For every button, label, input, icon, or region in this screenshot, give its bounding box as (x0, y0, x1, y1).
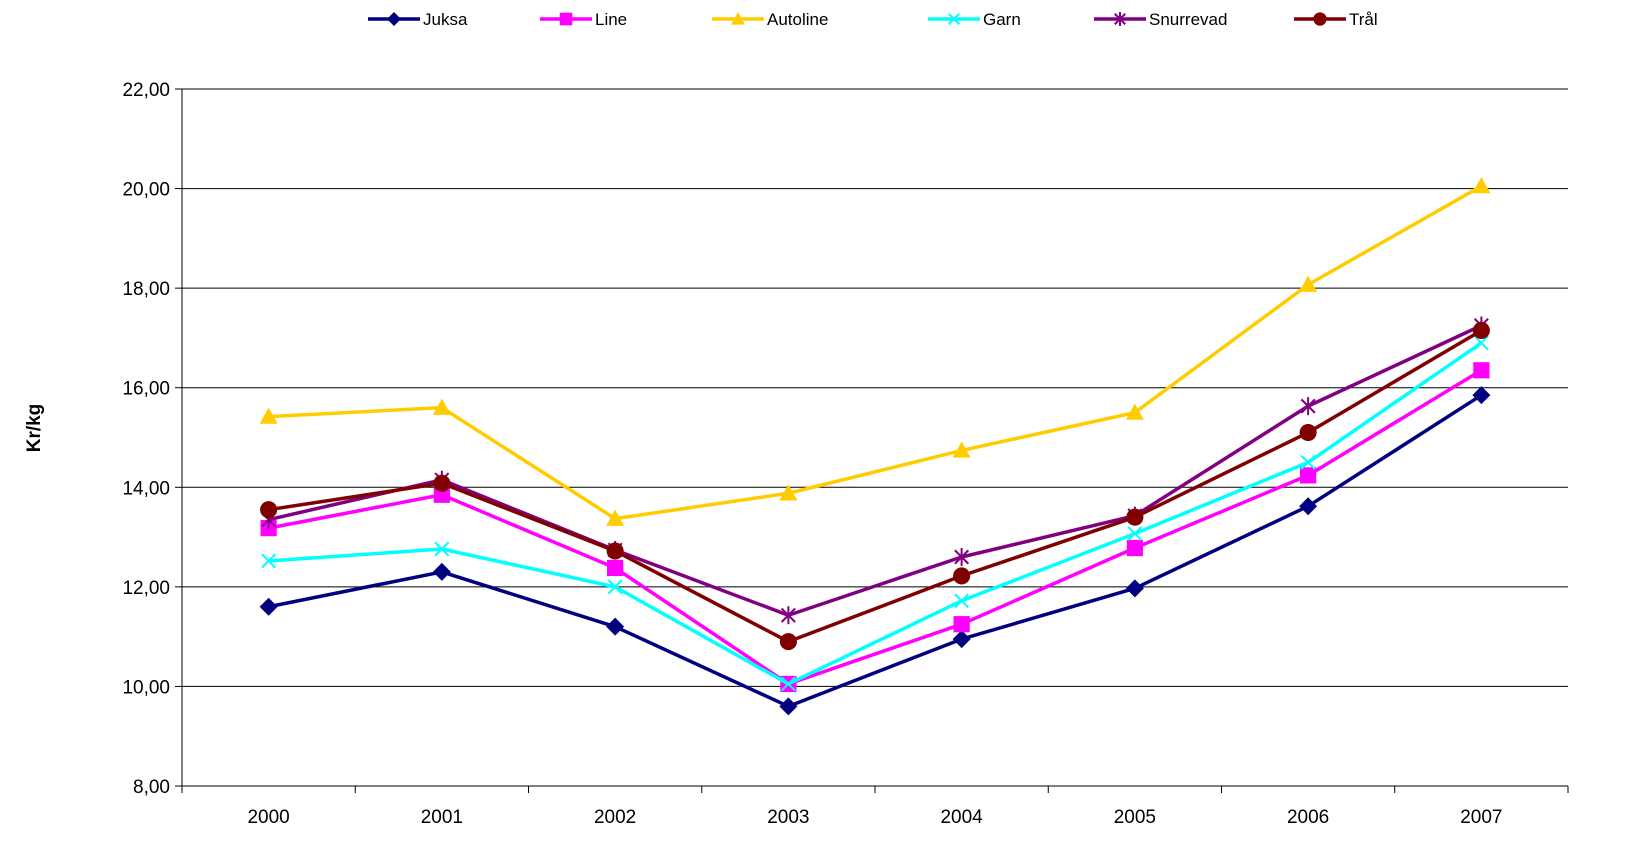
series-line (268, 328, 1483, 644)
y-tick-label: 8,00 (133, 777, 170, 798)
data-point (954, 593, 970, 609)
data-point (1472, 321, 1490, 340)
legend-label: Trål (1349, 10, 1378, 29)
data-point (1299, 497, 1318, 516)
x-tick-label: 2007 (1460, 807, 1502, 828)
series-line (268, 184, 1483, 521)
legend-marker (387, 12, 401, 26)
data-point (260, 501, 278, 519)
x-axis-ticks: 2000 2001 2002 2003 2004 2005 2006 2007 (181, 786, 1569, 828)
data-point (606, 542, 624, 560)
series-line (260, 362, 1490, 693)
data-point (954, 547, 970, 566)
series-garn (261, 335, 1489, 692)
y-tick-label: 12,00 (122, 578, 170, 599)
data-point (432, 398, 451, 415)
data-point (261, 553, 277, 569)
y-tick-label: 16,00 (122, 379, 170, 400)
legend-item: Autoline (712, 10, 828, 29)
legend-label: Line (595, 10, 627, 29)
x-tick-label: 2003 (767, 807, 809, 828)
series-group (259, 177, 1491, 716)
data-point (780, 676, 796, 692)
y-axis-label: Kr/kg (24, 404, 45, 453)
legend-label: Autoline (767, 10, 828, 29)
data-point (1299, 423, 1317, 442)
y-tick-label: 10,00 (122, 677, 170, 698)
legend-item: Snurrevad (1094, 10, 1227, 29)
data-point (433, 474, 451, 492)
data-point (779, 633, 797, 651)
data-point (1472, 177, 1491, 194)
data-point (1300, 397, 1316, 416)
data-point (1125, 579, 1144, 598)
data-point (607, 559, 624, 577)
gridlines (182, 88, 1568, 687)
data-point (1299, 275, 1318, 292)
data-point (952, 630, 971, 649)
x-tick-label: 2006 (1287, 807, 1329, 828)
series-line (268, 393, 1483, 709)
data-point (259, 597, 278, 616)
legend-marker (1114, 12, 1126, 26)
data-point (1126, 539, 1143, 557)
data-point (606, 509, 625, 526)
series-autoline (259, 177, 1491, 526)
data-point (780, 606, 796, 625)
legend-item: Line (540, 10, 627, 29)
data-point (259, 407, 278, 424)
legend-label: Snurrevad (1149, 10, 1227, 29)
data-point (1125, 403, 1144, 420)
series-juksa (259, 386, 1491, 716)
x-tick-label: 2005 (1114, 807, 1156, 828)
x-tick-label: 2000 (247, 807, 289, 828)
series-line (268, 323, 1483, 617)
data-point (1126, 508, 1144, 526)
legend-marker (1313, 12, 1327, 26)
data-point (952, 441, 971, 458)
axes (181, 89, 1568, 787)
data-point (1300, 467, 1317, 484)
data-point (607, 579, 623, 595)
y-tick-label: 14,00 (122, 478, 170, 499)
y-axis-ticks: 8,00 10,00 12,00 14,00 16,00 18,00 20,00 22,00 (122, 80, 182, 798)
legend-label: Juksa (423, 10, 468, 29)
series-line (268, 341, 1483, 686)
y-tick-label: 20,00 (122, 180, 170, 201)
data-point (1473, 335, 1489, 351)
y-tick-label: 18,00 (122, 279, 170, 300)
data-point (953, 567, 971, 585)
data-point (606, 617, 625, 636)
series-tr-l (260, 321, 1490, 651)
data-point (1473, 362, 1490, 379)
data-point (432, 562, 451, 581)
data-point (434, 541, 450, 557)
data-point (1127, 526, 1143, 542)
x-tick-label: 2004 (940, 807, 983, 828)
legend: Juksa Line Autoline Garn Snurrevad Trål (368, 10, 1378, 29)
legend-item: Garn (928, 10, 1021, 29)
data-point (779, 484, 798, 501)
legend-marker (731, 12, 745, 25)
legend-marker (559, 12, 573, 26)
x-tick-label: 2001 (421, 807, 463, 828)
legend-item: Trål (1294, 10, 1378, 29)
x-tick-label: 2002 (594, 807, 636, 828)
legend-marker (948, 13, 960, 25)
legend-item: Juksa (368, 10, 468, 29)
legend-label: Garn (983, 10, 1021, 29)
data-point (1472, 386, 1491, 405)
series-line (268, 368, 1483, 686)
data-point (953, 616, 970, 633)
data-point (1300, 454, 1316, 470)
y-tick-label: 22,00 (122, 80, 170, 101)
data-point (779, 697, 798, 716)
